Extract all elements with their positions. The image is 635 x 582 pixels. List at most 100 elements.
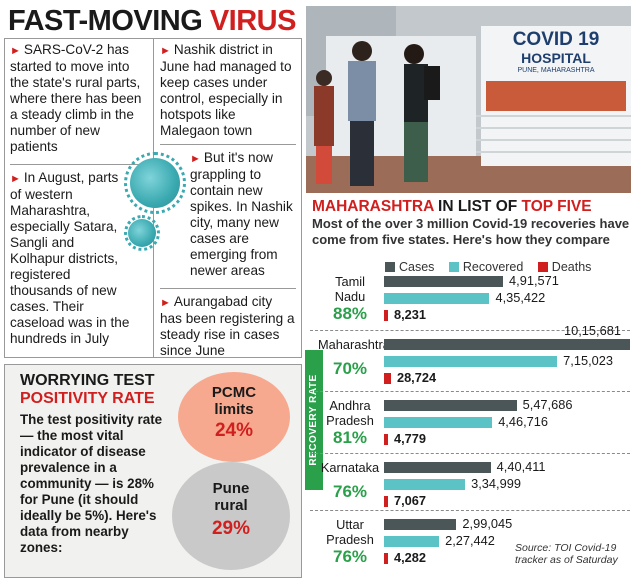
paragraph-5: ► Aurangabad city has been registering a … [160, 294, 295, 358]
bullet-arrow-icon: ► [190, 153, 201, 165]
value-label-recovered: 7,15,023 [563, 353, 613, 368]
hospital-photo: COVID 19 HOSPITAL PUNE, MAHARASHTRA [306, 6, 631, 193]
value-label-deaths: 7,067 [394, 493, 427, 508]
zone-value: 29% [211, 518, 251, 539]
row-separator [310, 330, 630, 331]
recovery-rate-value: 70% [332, 359, 368, 378]
state-name-line2: Pradesh [326, 532, 374, 547]
state-name: Karnataka [318, 460, 382, 475]
chart-title-part1: MAHARASHTRA [312, 198, 434, 215]
chart-legend: Cases Recovered Deaths [385, 258, 591, 276]
recovery-rate-value: 88% [332, 304, 368, 323]
recovery-rate-value: 76% [332, 547, 368, 566]
sign-line1: COVID 19 [512, 29, 600, 50]
bar-recovered [384, 417, 493, 428]
value-label-cases: 2,99,045 [462, 516, 513, 531]
zone-name: Pune rural [212, 480, 250, 514]
zone-name: PCMC limits [211, 384, 257, 418]
chart-title-part3: TOP FIVE [521, 198, 592, 215]
chart-title: MAHARASHTRA IN LIST OF TOP FIVE [312, 198, 592, 216]
state-name-line1: Karnataka [320, 460, 380, 475]
paragraph-4: ► But it's now grappling to contain new s… [190, 150, 293, 278]
pcmc-circle: PCMC limits 24% [178, 372, 290, 462]
legend-item-recovered: Recovered [448, 260, 523, 274]
recovery-rate-value: 81% [332, 428, 368, 447]
value-label-deaths: 4,282 [394, 550, 427, 565]
state-name-line1: Maharashtra [318, 337, 390, 352]
headline-part2: VIRUS [209, 5, 297, 37]
paragraph-3: ► Nashik district in June had managed to … [160, 42, 292, 138]
headline-part1: FAST-MOVING [8, 5, 210, 37]
value-label-deaths: 8,231 [394, 307, 427, 322]
bar-cases [384, 462, 491, 473]
legend-item-deaths: Deaths [537, 260, 591, 274]
paragraph-1: ► SARS-CoV-2 has started to move into the… [10, 42, 142, 154]
value-label-cases: 4,91,571 [509, 273, 559, 288]
bullet-arrow-icon: ► [10, 45, 21, 57]
legend-swatch-cases [385, 262, 395, 272]
bar-cases [384, 400, 517, 411]
bar-recovered [384, 479, 466, 490]
bar-deaths [384, 553, 388, 564]
virus-icon [130, 158, 180, 208]
value-label-deaths: 28,724 [396, 370, 437, 385]
virus-spikes-icon [124, 215, 160, 251]
value-label-recovered: 4,46,716 [498, 414, 549, 429]
bullet-arrow-icon: ► [10, 173, 21, 185]
paragraph-divider [160, 144, 296, 145]
bar-deaths [384, 373, 391, 384]
bullet-arrow-icon: ► [160, 297, 171, 309]
state-name-line1: Uttar [336, 517, 364, 532]
sign-line2: HOSPITAL [521, 50, 591, 66]
bar-recovered [384, 293, 490, 304]
test-box-title: WORRYING TEST [20, 372, 155, 389]
state-name: Uttar Pradesh [318, 517, 382, 547]
value-label-recovered: 4,35,422 [495, 290, 546, 305]
state-name: Andhra Pradesh [318, 398, 382, 428]
paragraph-divider [10, 164, 148, 165]
recovery-rate-band [305, 350, 323, 490]
bar-cases [384, 276, 504, 287]
zone-value: 24% [214, 420, 254, 441]
headline: FAST-MOVING VIRUS [8, 4, 296, 38]
row-separator [310, 453, 630, 454]
hospital-photo-illustration [306, 6, 631, 193]
paragraph-2: ► In August, parts of western Maharashtra… [10, 170, 130, 346]
bar-deaths [384, 434, 388, 445]
bullet-arrow-icon: ► [160, 45, 171, 57]
bar-deaths [384, 496, 388, 507]
sign-line3: PUNE, MAHARASHTRA [517, 67, 595, 74]
chart-title-part2: IN LIST OF [433, 198, 522, 215]
test-box-body: The test positivity rate — the most vita… [20, 412, 163, 555]
virus-spikes-icon [124, 152, 186, 214]
value-label-cases: 4,40,411 [496, 459, 546, 474]
value-label-cases: 5,47,686 [522, 397, 573, 412]
value-label-recovered: 2,27,442 [445, 533, 495, 548]
chart-subtitle: Most of the over 3 million Covid-19 reco… [312, 216, 630, 247]
state-name-line1: Tamil [335, 274, 365, 289]
state-name-line2: Pradesh [326, 413, 374, 428]
paragraph-divider [160, 288, 296, 289]
bar-cases [384, 519, 457, 530]
legend-item-cases: Cases [385, 260, 434, 274]
recovery-rate-value: 76% [332, 482, 368, 501]
row-separator [310, 510, 630, 511]
state-name: Tamil Nadu [318, 274, 382, 304]
value-label-cases: 10,15,681 [564, 323, 621, 338]
chart-source: Source: TOI Covid-19 tracker as of Satur… [515, 542, 618, 566]
bar-recovered [384, 536, 440, 547]
row-separator [310, 391, 630, 392]
legend-swatch-deaths [537, 262, 548, 272]
state-name-line1: Andhra [329, 398, 371, 413]
legend-swatch-recovered [448, 262, 459, 272]
state-name-line2: Nadu [334, 289, 366, 304]
virus-small-icon [128, 219, 156, 247]
bar-cases [384, 339, 630, 350]
pune-rural-circle: Pune rural 29% [172, 462, 290, 570]
value-label-recovered: 3,34,999 [471, 476, 521, 491]
bar-deaths [384, 310, 388, 321]
test-box-title-accent: POSITIVITY RATE [20, 390, 155, 407]
value-label-deaths: 4,779 [394, 431, 427, 446]
state-name: Maharashtra [318, 337, 390, 352]
bar-recovered [384, 356, 558, 367]
